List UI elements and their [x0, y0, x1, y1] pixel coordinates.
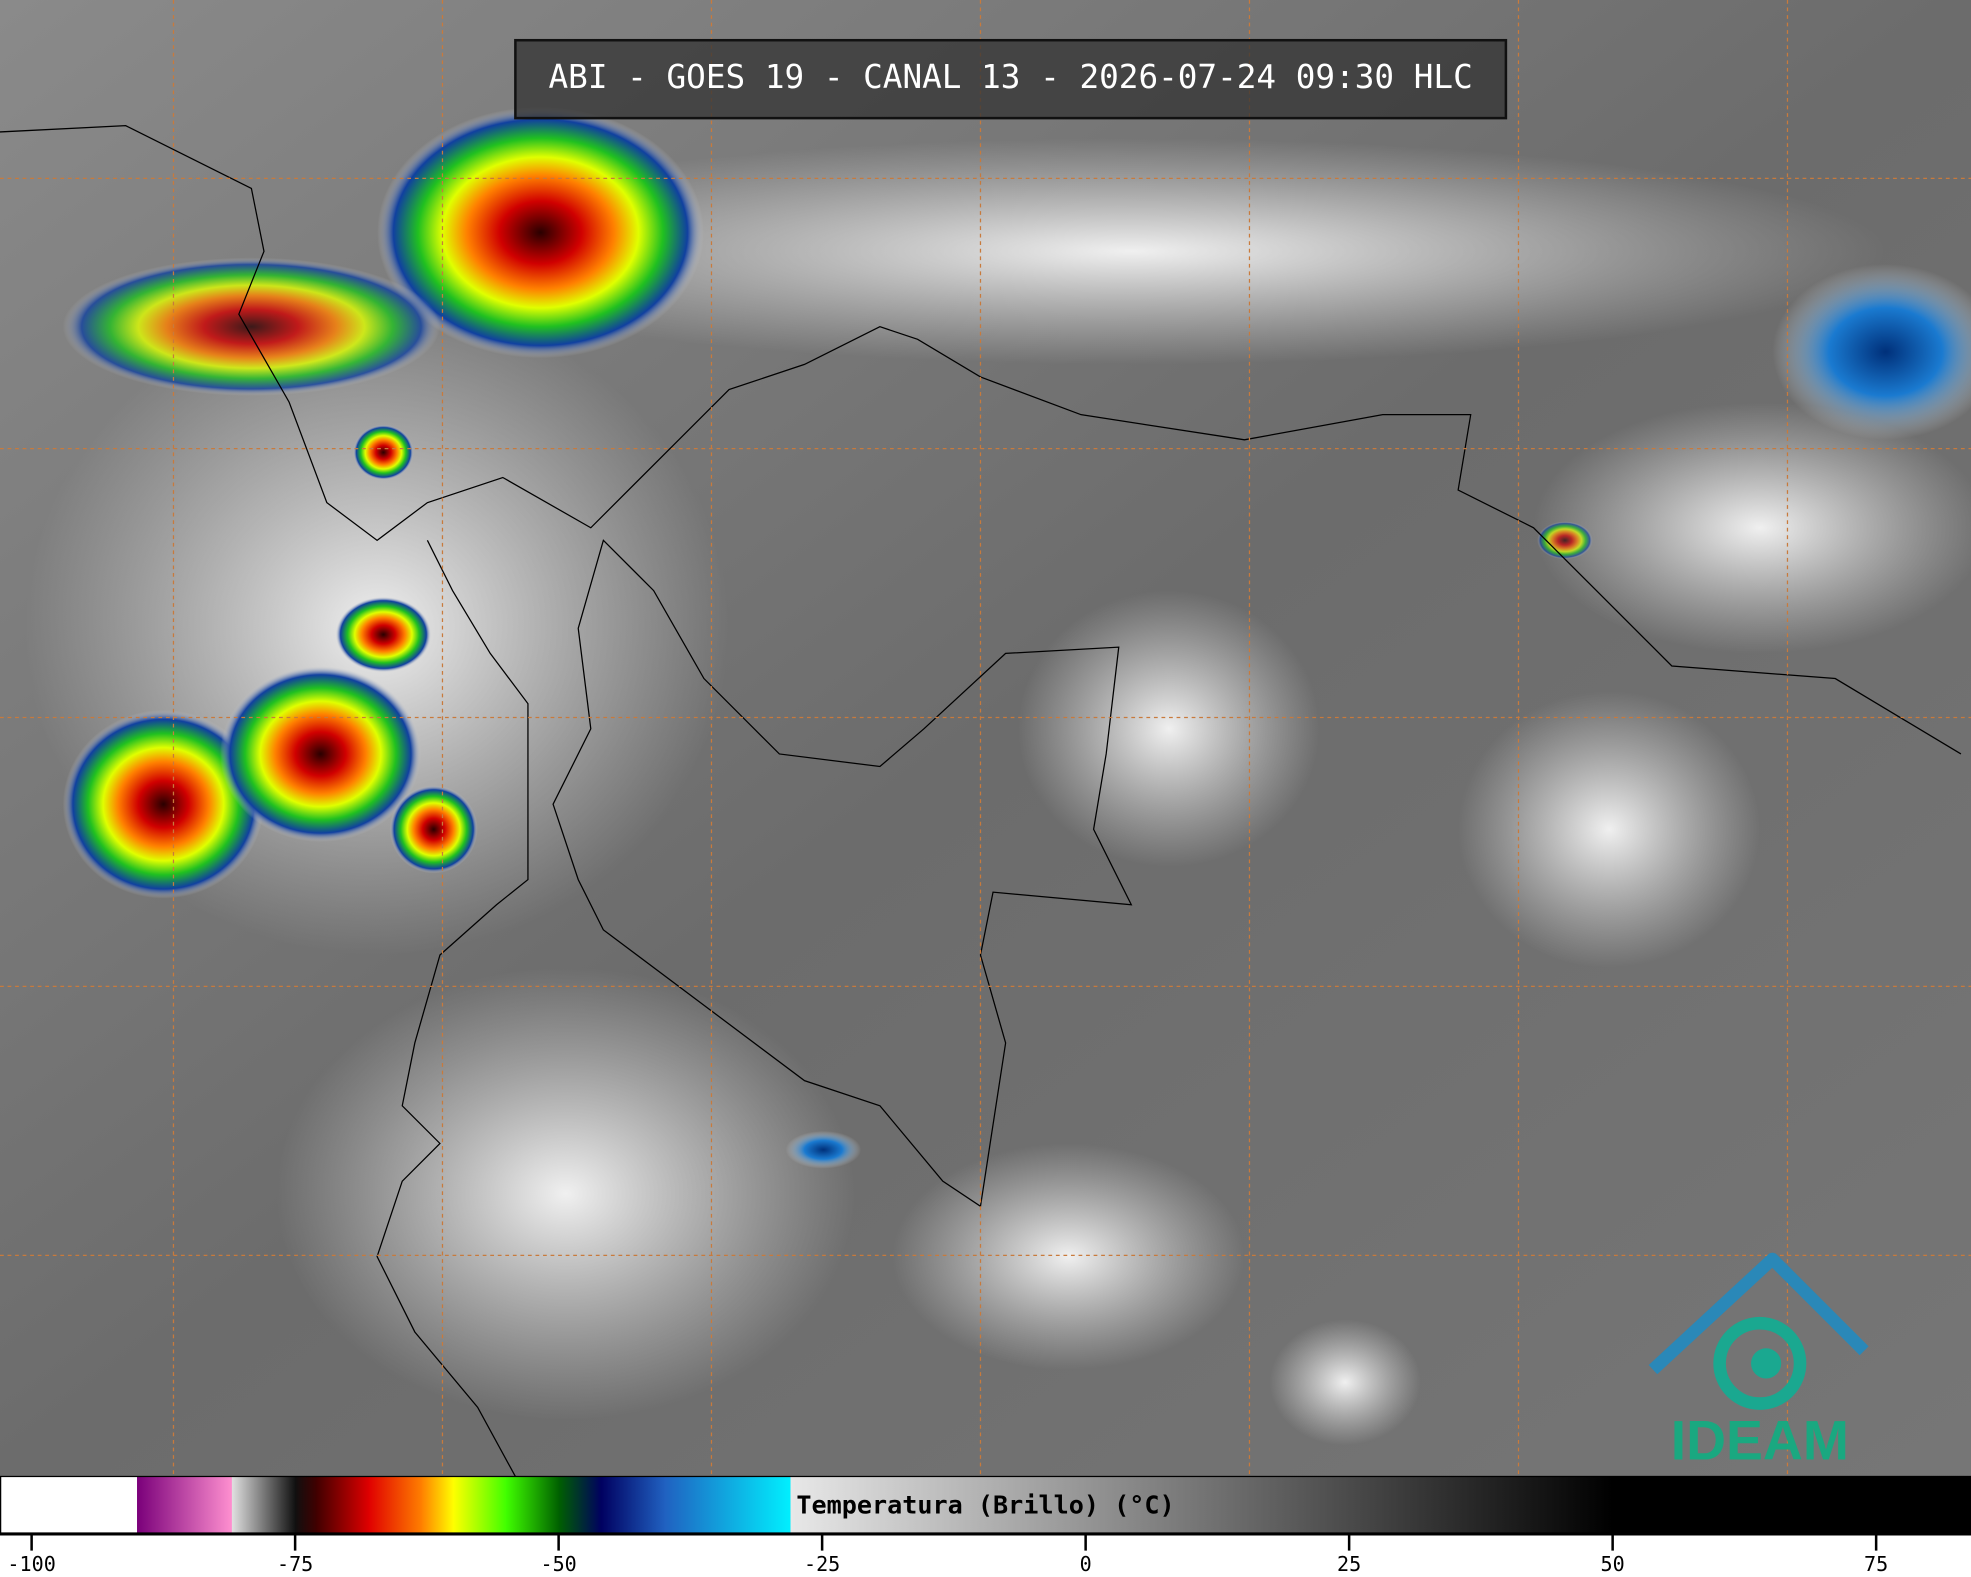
colorbar-segment: [790, 1476, 1614, 1534]
tick-label: -75: [277, 1552, 313, 1576]
tick-label: 25: [1337, 1552, 1361, 1576]
colorbar-segment: [421, 1476, 454, 1534]
logo-text: IDEAM: [1671, 1410, 1849, 1472]
title-box: ABI - GOES 19 - CANAL 13 - 2026-07-24 09…: [514, 38, 1508, 120]
colorbar-segment: [453, 1476, 507, 1534]
colorbar-label: Temperatura (Brillo) (°C): [796, 1491, 1174, 1520]
colorbar-segment: [558, 1476, 602, 1534]
title: ABI - GOES 19 - CANAL 13 - 2026-07-24 09…: [549, 58, 1473, 96]
tick-label: 50: [1601, 1552, 1625, 1576]
tick-label: -50: [540, 1552, 576, 1576]
colorbar-segment: [0, 1476, 138, 1534]
logo: IDEAM: [1648, 1252, 1869, 1472]
colorbar-segment: [600, 1476, 665, 1534]
colorbar-segment: [664, 1476, 792, 1534]
tick-label: -25: [804, 1552, 840, 1576]
coastlines: [0, 125, 1962, 1477]
colorbar-segment: [316, 1476, 370, 1534]
convective-cells: [62, 106, 1971, 1169]
colorbar: Temperatura (Brillo) (°C) -100 -75 -50 -25 0 2…: [0, 1475, 1971, 1576]
colorbar-segment: [231, 1476, 296, 1534]
tick-label: 0: [1080, 1552, 1092, 1576]
tick-label: -100: [7, 1552, 55, 1576]
colorbar-segment: [295, 1476, 317, 1534]
colorbar-segment: [137, 1476, 233, 1534]
colorbar-segment: [1612, 1476, 1971, 1534]
tick-label: 75: [1864, 1552, 1888, 1576]
colorbar-segment: [368, 1476, 423, 1534]
colorbar-segment: [505, 1476, 560, 1534]
